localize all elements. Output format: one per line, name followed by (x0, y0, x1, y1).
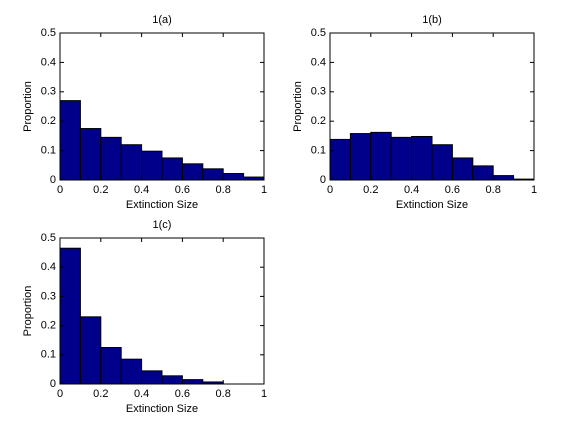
x-tick-label: 0.6 (175, 388, 190, 400)
bar (59, 100, 81, 181)
bar (161, 375, 183, 385)
x-axis-label: Extinction Size (396, 199, 468, 211)
x-tick-label: 0 (57, 388, 63, 400)
x-tick-label: 0.8 (216, 388, 231, 400)
bar (141, 370, 163, 385)
x-tick-label: 1 (531, 184, 537, 196)
bar (390, 136, 413, 181)
y-tick-label: 0.1 (41, 349, 56, 361)
bar (141, 150, 163, 181)
x-tick-label: 0.4 (404, 184, 419, 196)
y-tick-label: 0.1 (41, 145, 56, 157)
bar (181, 163, 204, 181)
x-tick-label: 0.2 (363, 184, 378, 196)
x-tick-label: 0.4 (134, 184, 149, 196)
y-tick-label: 0.2 (41, 115, 56, 127)
bar (411, 135, 433, 181)
x-tick-label: 1 (261, 388, 267, 400)
x-tick-label: 0.8 (486, 184, 501, 196)
y-tick-label: 0.4 (41, 261, 56, 273)
bar (451, 157, 474, 181)
bar (120, 358, 143, 385)
bar (100, 347, 122, 385)
bar (431, 144, 453, 181)
x-tick-label: 0 (327, 184, 333, 196)
x-tick-label: 0.2 (93, 184, 108, 196)
chart-title: 1(b) (422, 14, 442, 26)
y-tick-label: 0.5 (311, 27, 326, 39)
bar (79, 128, 102, 181)
chart-title: 1(a) (152, 14, 172, 26)
y-axis-label: Proportion (292, 81, 304, 132)
y-tick-label: 0.5 (41, 232, 56, 244)
y-tick-label: 0 (50, 378, 56, 390)
bar (181, 379, 204, 385)
axes-box (59, 237, 265, 385)
bar (472, 165, 494, 181)
chart-title: 1(c) (153, 219, 172, 231)
axes-box (329, 32, 535, 181)
x-tick-label: 0 (57, 184, 63, 196)
y-tick-label: 0.4 (311, 56, 326, 68)
x-tick-label: 0.6 (445, 184, 460, 196)
bar (222, 173, 245, 181)
x-tick-label: 0.8 (216, 184, 231, 196)
y-tick-label: 0.3 (41, 86, 56, 98)
y-tick-label: 0 (50, 174, 56, 186)
x-tick-label: 0.6 (175, 184, 190, 196)
y-axis-label: Proportion (22, 286, 34, 337)
x-axis-label: Extinction Size (126, 403, 198, 415)
y-tick-label: 0.1 (311, 145, 326, 157)
bar (349, 133, 372, 181)
x-axis-label: Extinction Size (126, 199, 198, 211)
bar (492, 175, 515, 181)
y-tick-label: 0 (320, 174, 326, 186)
x-tick-label: 0.4 (134, 388, 149, 400)
bar (59, 247, 81, 385)
bar (161, 157, 183, 181)
y-axis-label: Proportion (22, 81, 34, 132)
axes-box (59, 32, 265, 181)
y-tick-label: 0.3 (311, 86, 326, 98)
x-tick-label: 1 (261, 184, 267, 196)
y-tick-label: 0.2 (41, 320, 56, 332)
bar (100, 136, 122, 181)
bar (329, 138, 351, 181)
y-tick-label: 0.4 (41, 56, 56, 68)
x-tick-label: 0.2 (93, 388, 108, 400)
bar (370, 131, 392, 181)
bar (120, 144, 143, 181)
y-tick-label: 0.3 (41, 290, 56, 302)
y-tick-label: 0.5 (41, 27, 56, 39)
bar (202, 168, 224, 181)
bar (79, 316, 102, 385)
y-tick-label: 0.2 (311, 115, 326, 127)
